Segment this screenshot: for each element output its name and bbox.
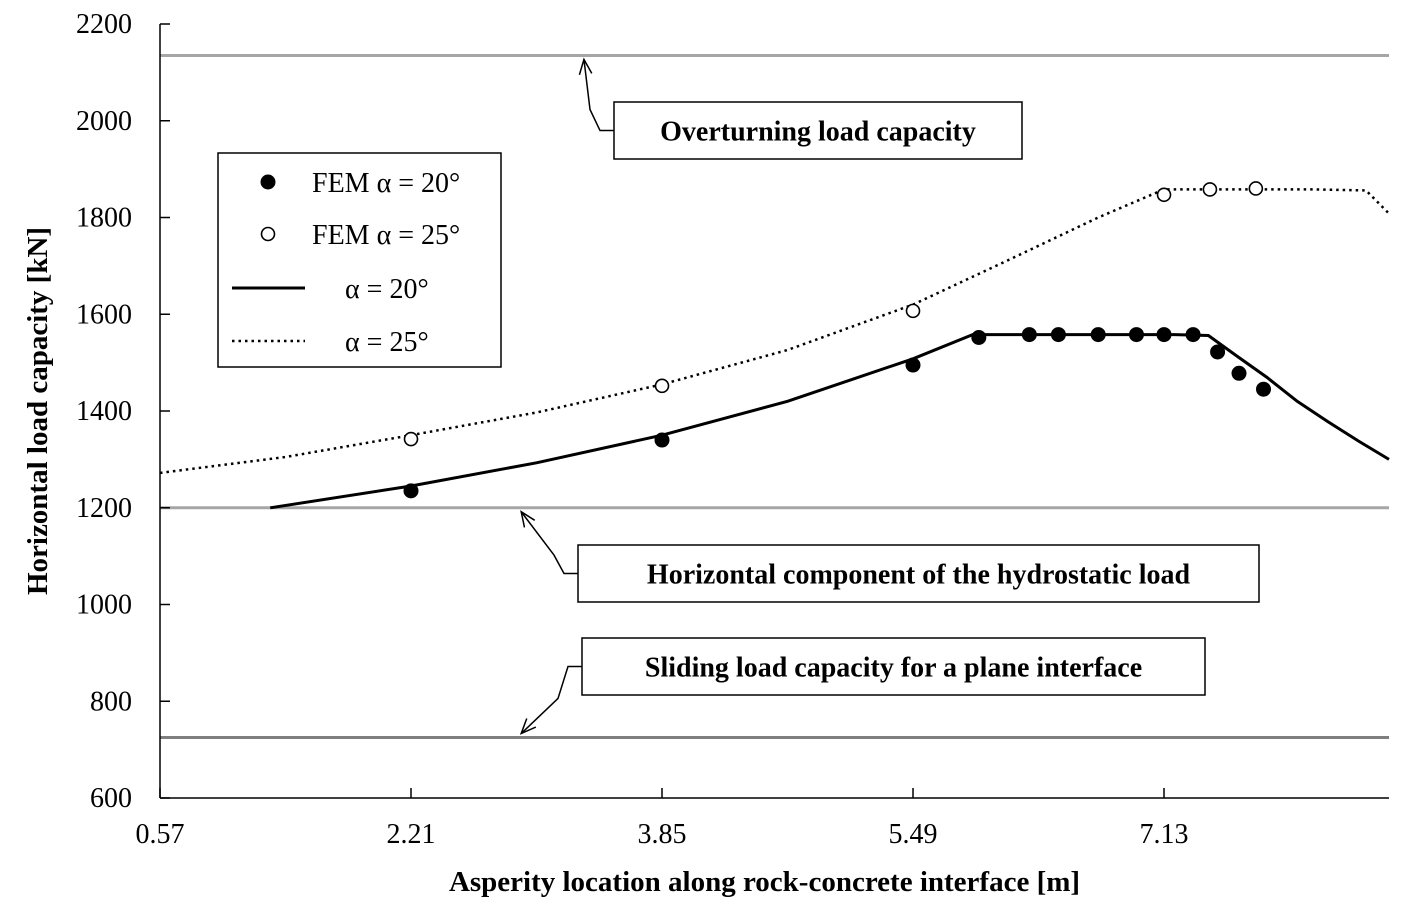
- x-tick-label: 2.21: [387, 819, 436, 850]
- annotation-box-2: [581, 637, 1206, 696]
- annotation-arrowhead-1: [520, 510, 536, 528]
- annotation-label-0: Overturning load capacity: [660, 117, 976, 148]
- fem-20-point: [1255, 381, 1271, 397]
- axis-titles: Asperity location along rock-concrete in…: [22, 227, 1080, 898]
- legend-marker-fem-20: [260, 174, 276, 190]
- fem-20-point: [1128, 327, 1144, 343]
- fem-20-point: [1090, 327, 1106, 343]
- reference-lines: [160, 53, 1389, 740]
- annotation-leader-1: [520, 511, 578, 575]
- fem-20-point: [654, 432, 670, 448]
- annotations: Overturning load capacity Horizontal comp…: [519, 57, 1260, 735]
- y-tick-label: 2200: [76, 9, 132, 40]
- fem-20-point: [1185, 327, 1201, 343]
- y-tick-label: 2000: [76, 106, 132, 137]
- legend-label-1: FEM α = 25°: [312, 220, 460, 251]
- y-tick-label: 800: [90, 686, 132, 717]
- x-tick-label: 3.85: [638, 819, 687, 850]
- fem-20-point: [1021, 327, 1037, 343]
- annotation-label-2: Sliding load capacity for a plane interf…: [645, 653, 1142, 684]
- fem-20-point: [905, 357, 921, 373]
- legend-label-3: α = 25°: [345, 327, 429, 358]
- legend: FEM α = 20° FEM α = 25° α = 20° α = 25°: [217, 152, 502, 368]
- axes: 600 800 1000 1200 1400 1600 1800 2000 2200 0.57 2.…: [76, 9, 1389, 850]
- series-line-alpha-25: [159, 188, 1390, 475]
- legend-marker-fem-25: [260, 226, 276, 242]
- fem-25-point: [1156, 187, 1172, 203]
- y-tick-label: 1600: [76, 299, 132, 330]
- x-tick-label: 7.13: [1140, 819, 1189, 850]
- x-axis-title: Asperity location along rock-concrete in…: [449, 866, 1080, 898]
- y-tick-label: 1800: [76, 203, 132, 234]
- series-layer: [159, 181, 1390, 510]
- fem-25-point: [1248, 181, 1264, 196]
- x-tick-label: 0.57: [136, 819, 185, 850]
- fem-25-point: [403, 431, 419, 447]
- fem-20-point: [971, 329, 987, 345]
- y-tick-label: 1400: [76, 396, 132, 427]
- legend-label-0: FEM α = 20°: [312, 168, 460, 199]
- annotation-label-1: Horizontal component of the hydrostatic …: [647, 560, 1191, 591]
- legend-label-2: α = 20°: [345, 274, 429, 305]
- fem-25-point: [1202, 182, 1218, 197]
- fem-25-point: [905, 303, 921, 319]
- fem-20-point: [1210, 344, 1226, 360]
- annotation-box-0: [613, 101, 1023, 160]
- fem-25-point: [654, 378, 670, 394]
- x-tick-label: 5.49: [889, 819, 938, 850]
- y-axis-title: Horizontal load capacity [kN]: [22, 227, 54, 595]
- annotation-arrowhead-2: [519, 718, 537, 735]
- y-tick-label: 1000: [76, 590, 132, 621]
- annotation-leader-2: [520, 665, 582, 735]
- annotation-leader-0: [583, 59, 614, 132]
- fem-20-point: [1231, 365, 1247, 381]
- fem-20-point: [1050, 327, 1066, 343]
- fem-20-point: [1156, 327, 1172, 343]
- fem-20-point: [403, 483, 419, 499]
- y-tick-label: 1200: [76, 493, 132, 524]
- annotation-arrowhead-0: [578, 57, 593, 75]
- annotation-box-1: [577, 544, 1260, 603]
- y-tick-label: 600: [90, 783, 132, 814]
